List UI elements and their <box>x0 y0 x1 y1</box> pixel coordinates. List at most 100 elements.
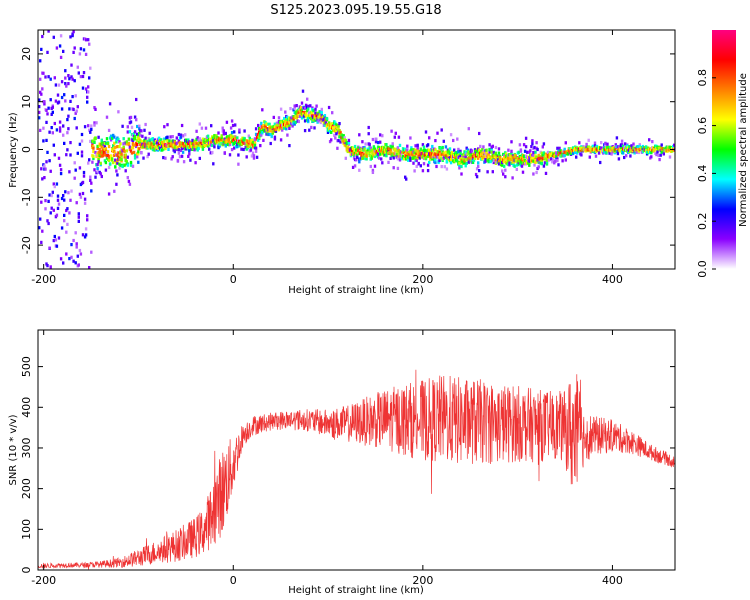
spectrogram-cell <box>73 46 76 50</box>
snr-ytick-label: 200 <box>20 478 33 499</box>
spectrogram-cell <box>131 164 135 168</box>
spectrogram-cell <box>94 136 97 140</box>
spectrogram-cell <box>621 151 625 155</box>
spectrogram-cell <box>106 142 110 146</box>
spectrogram-cell <box>370 156 373 160</box>
spectrogram-cell <box>356 153 359 157</box>
spectrogram-cell <box>97 135 100 139</box>
spectrogram-cell <box>556 159 559 163</box>
spectrogram-cell <box>73 161 76 165</box>
spectrogram-cell <box>629 154 632 158</box>
spectrogram-cell <box>605 151 608 155</box>
spectrogram-cell <box>342 134 345 138</box>
spectrogram-cell <box>46 150 49 154</box>
spectrogram-cell <box>111 157 114 161</box>
spectrogram-cell <box>119 142 122 146</box>
spectrogram-cell <box>389 156 392 160</box>
snr-series-line <box>37 369 676 570</box>
spectrogram-cell <box>146 155 149 159</box>
spectrogram-cell <box>411 152 414 156</box>
spectrogram-cell <box>42 126 45 130</box>
spectrogram-cell <box>63 213 66 217</box>
spectrogram-cell <box>376 141 380 145</box>
spectrogram-cell <box>518 143 522 147</box>
spectrogram-cell <box>455 151 458 155</box>
spectrogram-cell <box>129 120 133 124</box>
spectrogram-cell <box>81 180 85 184</box>
spectrogram-cell <box>487 160 490 164</box>
spectrogram-cell <box>314 107 317 111</box>
spectrogram-cell <box>81 74 85 79</box>
spectrogram-cell <box>459 149 462 153</box>
spectrogram-cell <box>62 49 65 53</box>
spectrogram-cell <box>64 76 67 80</box>
spectrogram-cell <box>143 138 146 142</box>
spectrogram-cell <box>418 156 421 160</box>
spectrogram-cell <box>347 138 351 142</box>
spectrogram-cell <box>511 176 514 180</box>
spectrogram-cell <box>49 265 52 269</box>
spectrogram-cell <box>534 150 537 154</box>
spectrogram-cell <box>441 158 444 162</box>
spectrogram-cell <box>414 144 417 148</box>
spectrogram-cell <box>166 123 169 127</box>
spectrogram-cell <box>105 137 109 141</box>
spectrogram-cell <box>373 154 377 159</box>
spectrogram-cell <box>389 149 392 153</box>
spectrogram-cell <box>74 261 77 265</box>
spectrogram-cell <box>315 104 318 108</box>
spectrogram-cell <box>569 147 573 151</box>
spectrogram-cell <box>253 143 257 147</box>
spectrogram-cell <box>398 158 402 162</box>
spectrogram-cell <box>86 218 89 222</box>
spectrogram-cell <box>66 118 69 122</box>
spectrogram-cell <box>133 115 137 119</box>
spectrogram-cell <box>445 159 449 163</box>
spectrogram-cell <box>257 123 260 128</box>
spectrogram-cell <box>456 137 459 141</box>
spectrogram-cell <box>74 231 77 235</box>
spectrogram-cell <box>338 122 341 126</box>
spectrogram-cell <box>283 116 286 121</box>
spectrogram-cell <box>38 116 41 120</box>
spectrogram-cell <box>71 77 74 81</box>
spectrogram-cell <box>41 229 44 233</box>
spectrogram-cell <box>336 146 339 150</box>
snr-frame <box>37 329 676 571</box>
spectrogram-cell <box>90 189 93 193</box>
spectrogram-cell <box>600 146 603 150</box>
spectrogram-cell <box>275 121 279 125</box>
spectrogram-cell <box>178 141 182 145</box>
spectrogram-cell <box>39 90 42 94</box>
spectrogram-cell <box>264 124 267 128</box>
spectrogram-cell <box>126 130 129 134</box>
spectrogram-cell <box>63 141 66 145</box>
spectrogram-cell <box>78 166 82 170</box>
spectrogram-cell <box>357 146 360 150</box>
spectrogram-cell <box>74 111 77 115</box>
spectrogram-cell <box>405 177 408 181</box>
spectrogram-cell <box>286 115 289 119</box>
spectrogram-cell <box>116 145 119 149</box>
spectrogram-cell <box>117 110 120 114</box>
spectrogram-cell <box>66 131 69 135</box>
spectrogram-cell <box>323 123 327 127</box>
spectrogram-cell <box>60 226 64 230</box>
spectrogram-cell <box>41 177 44 181</box>
spectrogram-cell <box>600 141 603 145</box>
spectrogram-cell <box>285 118 288 122</box>
spectrogram-cell <box>48 193 51 197</box>
spectrogram-cell <box>67 191 70 195</box>
spectrogram-cell <box>62 194 65 198</box>
spectrogram-cell <box>179 133 183 137</box>
spectrogram-cell <box>467 150 470 154</box>
spectrogram-cell <box>504 168 507 172</box>
spectrogram-cell <box>648 138 651 142</box>
spectrogram-cell <box>308 111 311 115</box>
spectrogram-cell <box>208 147 211 151</box>
spectrogram-cell <box>40 167 43 171</box>
spectrogram-cell <box>344 138 347 143</box>
spectrogram-cell <box>509 157 512 161</box>
spectrogram-cell <box>445 167 449 171</box>
